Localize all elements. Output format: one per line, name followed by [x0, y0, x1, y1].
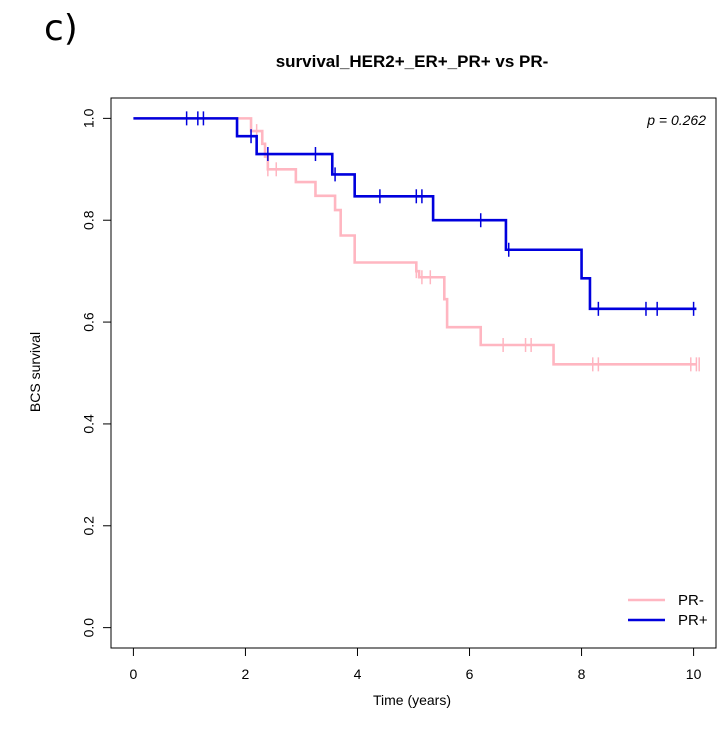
x-tick-label: 6 — [466, 666, 474, 682]
legend-label: PR+ — [678, 612, 708, 629]
y-axis: 0.0 0.2 0.4 0.6 0.8 1.0 — [81, 108, 111, 637]
x-tick-label: 10 — [686, 666, 702, 682]
x-tick-label: 0 — [130, 666, 138, 682]
y-axis-title: BCS survival — [27, 332, 43, 412]
legend-label: PR- — [678, 592, 704, 609]
p-value-annotation: p = 0.262 — [646, 112, 706, 128]
x-axis: 0 2 4 6 8 10 — [130, 648, 702, 682]
survival-curve — [133, 117, 697, 366]
x-tick-label: 2 — [242, 666, 250, 682]
y-tick-label: 0.8 — [81, 210, 97, 230]
x-tick-label: 8 — [578, 666, 586, 682]
y-tick-label: 0.0 — [81, 618, 97, 638]
y-tick-label: 0.2 — [81, 516, 97, 536]
x-tick-label: 4 — [354, 666, 362, 682]
y-tick-label: 0.6 — [81, 312, 97, 332]
y-tick-label: 0.4 — [81, 414, 97, 434]
y-tick-label: 1.0 — [81, 108, 97, 128]
chart-title: survival_HER2+_ER+_PR+ vs PR- — [276, 52, 549, 71]
legend: PR- PR+ — [628, 592, 708, 629]
panel-label: c) — [44, 8, 78, 49]
x-axis-title: Time (years) — [373, 692, 451, 708]
series-pr-neg — [133, 117, 700, 372]
series-pr-pos — [133, 111, 697, 316]
series-layer — [133, 111, 700, 372]
plot-frame — [110, 97, 717, 649]
survival-curve — [133, 117, 697, 311]
